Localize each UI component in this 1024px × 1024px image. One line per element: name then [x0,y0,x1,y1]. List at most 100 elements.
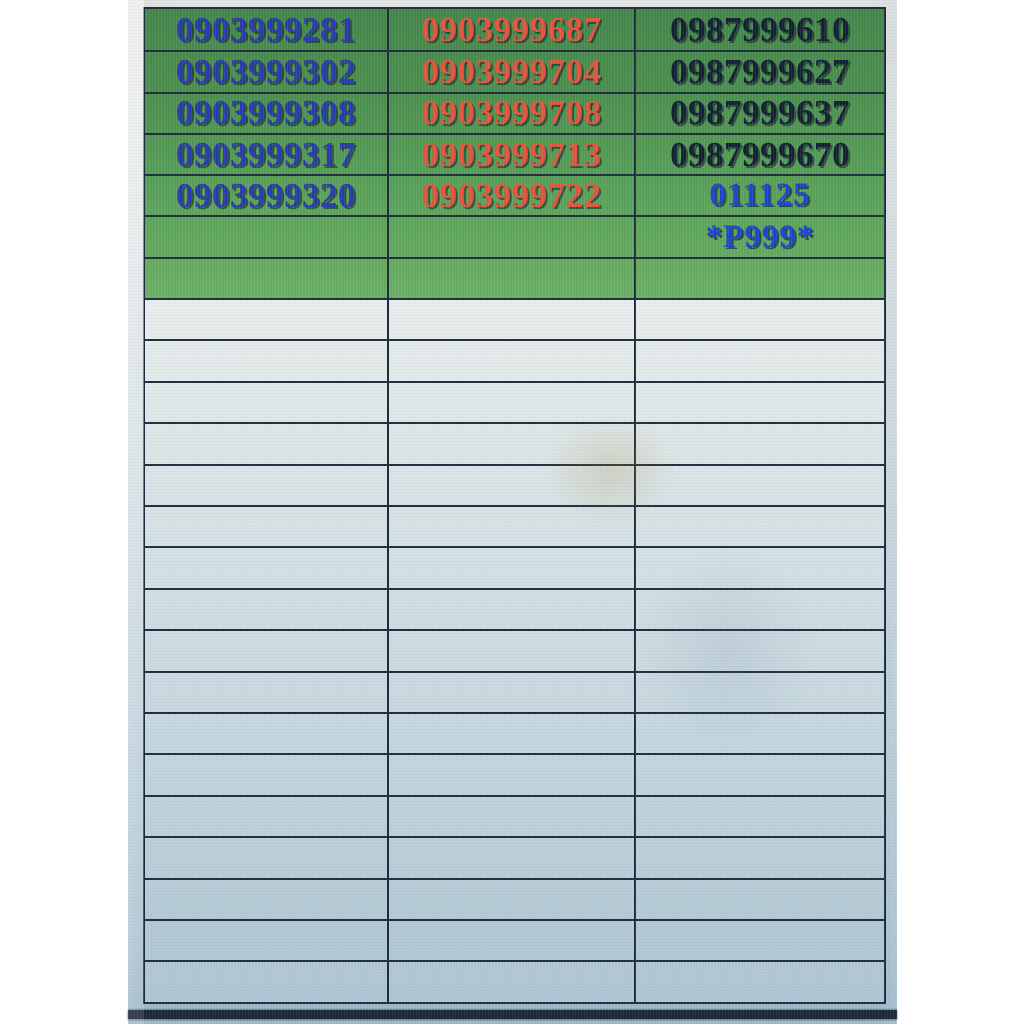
phone-cell: 0903999713 [387,134,634,175]
empty-cell [634,962,884,1002]
empty-cell [145,341,387,380]
empty-cell [145,300,387,339]
phone-cell: 0903999687 [387,9,634,51]
empty-cell [145,755,387,794]
empty-cell [145,838,387,877]
empty-row [145,960,884,1002]
empty-cell [634,300,884,340]
empty-row [145,670,884,712]
empty-cell [634,755,884,795]
empty-cell [634,631,884,671]
empty-row [145,629,884,671]
empty-green-cell [387,217,634,257]
header-row: 0903999281 0903999687 0987999610 [145,9,884,51]
phone-cell: 0903999302 [176,52,356,91]
empty-cell [634,920,884,961]
phone-cell: 0987999627 [634,52,884,92]
empty-cell [634,382,884,423]
empty-cell [634,672,884,712]
phone-cell: 0987999610 [634,9,884,51]
screen-bottom-edge [128,1010,897,1019]
empty-cell [634,507,884,547]
phone-cell: 0903999281 [176,9,356,49]
empty-cell [387,713,634,754]
empty-cell [634,589,884,630]
phone-cell: *P999* [634,217,884,257]
empty-cell [387,341,634,381]
empty-green-cell [145,217,387,256]
empty-row [145,877,884,919]
empty-row [145,753,884,795]
header-section: 0903999281 0903999687 0987999610 0903999302… [145,9,884,299]
phone-cell: 0903999320 [176,176,356,215]
empty-cell [145,880,387,919]
empty-cell [387,755,634,795]
header-row: 0903999320 0903999722 011125 [145,174,884,216]
empty-cell [145,507,387,546]
header-row: 0903999317 0903999713 0987999670 [145,132,884,175]
empty-green-cell [634,258,884,299]
empty-cell [145,383,387,422]
empty-cell [145,548,387,587]
empty-green-cell [387,258,634,299]
empty-cell [634,879,884,919]
empty-cell [387,631,634,671]
empty-cell [387,548,634,588]
photo-left-edge-highlight [128,0,144,1024]
phone-cell: 0903999308 [176,93,356,133]
phone-cell: 0903999704 [387,52,634,92]
empty-row [145,546,884,588]
empty-cell [634,548,884,588]
empty-cell [634,465,884,506]
empty-cell [387,672,634,712]
empty-row [145,711,884,754]
phone-cell: 0987999670 [634,134,884,175]
phone-cell: 011125 [634,176,884,216]
empty-cell [387,507,634,547]
empty-row [145,463,884,506]
empty-row [145,794,884,837]
empty-cell [145,962,387,1001]
empty-row [145,836,884,878]
empty-cell [387,879,634,919]
empty-cell [634,838,884,878]
empty-cell [145,466,387,505]
phone-cell: 0987999637 [634,93,884,133]
empty-row [145,587,884,630]
empty-cell [387,465,634,506]
empty-row [145,339,884,381]
empty-cell [387,962,634,1002]
empty-cell [145,714,387,753]
empty-cell [145,673,387,712]
header-row [145,256,884,299]
empty-cell [387,424,634,464]
empty-row [145,422,884,464]
header-row: 0903999302 0903999704 0987999627 [145,50,884,92]
empty-cell [145,921,387,960]
empty-cell [145,631,387,670]
empty-cell [145,797,387,836]
phone-cell: 0903999708 [387,93,634,133]
empty-cell [387,920,634,961]
empty-row [145,380,884,423]
empty-cell [634,796,884,837]
empty-cell [634,341,884,381]
empty-cell [387,382,634,423]
spreadsheet-photo: 0903999281 0903999687 0987999610 0903999302… [128,0,897,1024]
empty-cell [387,838,634,878]
empty-cell [145,590,387,629]
empty-cell [387,300,634,340]
empty-green-cell [145,259,387,298]
phone-cell: 0903999722 [387,176,634,216]
header-row: 0903999308 0903999708 0987999637 [145,91,884,133]
empty-cell [387,796,634,837]
empty-row [145,505,884,547]
header-row: *P999* [145,215,884,257]
empty-cell [634,424,884,464]
phone-number-table: 0903999281 0903999687 0987999610 0903999302… [143,7,886,1004]
empty-row [145,918,884,961]
empty-cell [145,424,387,463]
empty-row [145,298,884,340]
empty-cell [387,589,634,630]
